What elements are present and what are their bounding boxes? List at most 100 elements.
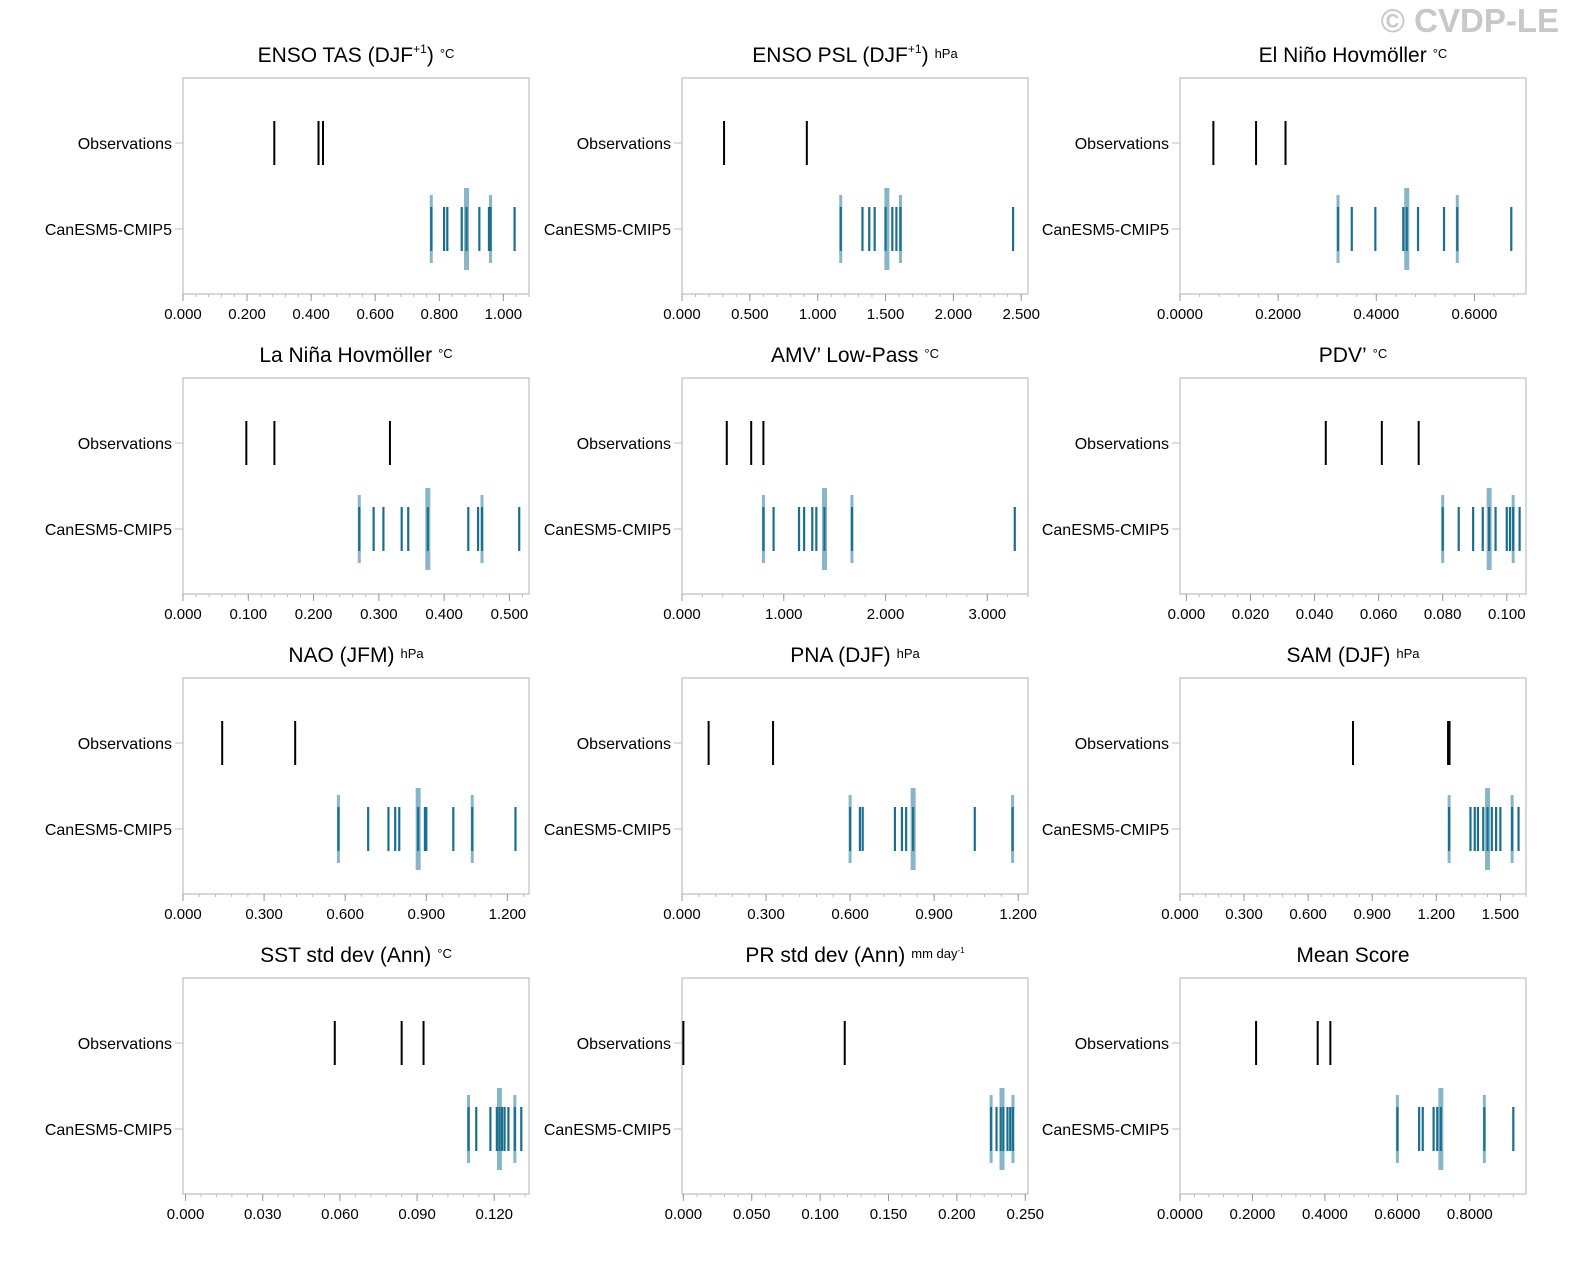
x-tick-label: 0.020 <box>1232 606 1270 623</box>
panel-title: PR std dev (Ann) mm day-1 <box>745 944 965 967</box>
x-tick-label: 0.600 <box>326 906 364 923</box>
x-tick-label: 0.500 <box>731 306 769 323</box>
x-tick-label: 0.600 <box>356 306 394 323</box>
x-tick-label: 1.000 <box>765 606 803 623</box>
title-text: El Niño Hovmöller <box>1259 44 1427 67</box>
x-tick-label: 0.000 <box>663 606 701 623</box>
x-tick-label: 1.500 <box>867 306 905 323</box>
row-label: Observations <box>577 1036 671 1053</box>
title-superscript: +1 <box>413 42 427 56</box>
x-tick-label: 0.000 <box>167 1206 205 1223</box>
plot-frame <box>182 77 530 295</box>
x-tick-label: 2.000 <box>935 306 973 323</box>
panel-8: PNA (DJF) hPa Observations CanESM5-CMIP5 0.0… <box>544 644 1037 923</box>
plot-frame <box>182 977 530 1195</box>
row-label: Observations <box>1075 1036 1169 1053</box>
row-label: Observations <box>1075 436 1169 453</box>
x-tick-label: 0.000 <box>665 1206 703 1223</box>
x-tick-label: 0.2000 <box>1230 1206 1276 1223</box>
x-tick-label: 0.050 <box>733 1206 771 1223</box>
row-label: Observations <box>78 436 172 453</box>
plot-frame <box>1179 77 1527 295</box>
x-tick-label: 0.8000 <box>1447 1206 1493 1223</box>
x-tick-label: 0.0000 <box>1157 306 1203 323</box>
panel-title: El Niño Hovmöller °C <box>1259 44 1448 67</box>
x-tick-label: 0.000 <box>1168 606 1206 623</box>
x-tick-label: 0.030 <box>244 1206 282 1223</box>
unit-label: hPa <box>401 646 425 661</box>
x-tick-label: 0.400 <box>425 606 463 623</box>
plot-frame <box>681 977 1029 1195</box>
x-tick-label: 0.4000 <box>1353 306 1399 323</box>
plot-frame <box>182 677 530 895</box>
watermark: © CVDP-LE <box>1380 2 1559 39</box>
panel-title: PDV’ °C <box>1319 344 1387 367</box>
panel-1: ENSO TAS (DJF+1) °C Observations CanESM5-CM… <box>45 42 530 323</box>
plot-frame <box>681 377 1029 595</box>
unit-label: hPa <box>1396 646 1420 661</box>
title-text: ENSO PSL (DJF <box>752 44 908 67</box>
plot-frame <box>1179 677 1527 895</box>
title-text: AMV’ Low-Pass <box>771 344 918 367</box>
unit-label: mm day <box>911 946 958 961</box>
panel-title: Mean Score <box>1296 944 1409 967</box>
x-tick-label: 0.900 <box>915 906 953 923</box>
x-tick-label: 1.200 <box>1418 906 1456 923</box>
row-label: Observations <box>78 136 172 153</box>
panel-7: NAO (JFM) hPa Observations CanESM5-CMIP5 0.0… <box>45 644 530 923</box>
unit-label: °C <box>924 346 939 361</box>
panel-title: ENSO TAS (DJF+1) °C <box>258 42 455 67</box>
x-tick-label: 0.300 <box>1225 906 1263 923</box>
title-text: La Niña Hovmöller <box>259 344 432 367</box>
x-tick-label: 0.100 <box>801 1206 839 1223</box>
row-label: CanESM5-CMIP5 <box>45 222 172 239</box>
x-tick-label: 0.800 <box>421 306 459 323</box>
x-tick-label: 0.6000 <box>1374 1206 1420 1223</box>
x-tick-label: 0.080 <box>1424 606 1462 623</box>
title-text: NAO (JFM) <box>288 644 394 667</box>
x-tick-label: 0.2000 <box>1255 306 1301 323</box>
panel-2: ENSO PSL (DJF+1) hPa Observations CanESM5-C… <box>544 42 1040 323</box>
x-tick-label: 3.000 <box>969 606 1007 623</box>
panel-11: PR std dev (Ann) mm day-1 Observations CanE… <box>544 944 1044 1223</box>
unit-label: °C <box>438 346 453 361</box>
row-label: Observations <box>78 736 172 753</box>
unit-label: hPa <box>897 646 921 661</box>
panel-9: SAM (DJF) hPa Observations CanESM5-CMIP5 0.0… <box>1042 644 1527 923</box>
x-tick-label: 0.400 <box>292 306 330 323</box>
x-tick-label: 0.000 <box>663 306 701 323</box>
x-tick-label: 1.200 <box>489 906 527 923</box>
x-tick-label: 0.120 <box>475 1206 513 1223</box>
title-text: SST std dev (Ann) <box>260 944 431 967</box>
row-label: CanESM5-CMIP5 <box>544 1122 671 1139</box>
x-tick-label: 0.100 <box>1488 606 1526 623</box>
panel-title: NAO (JFM) hPa <box>288 644 424 667</box>
x-tick-label: 1.000 <box>485 306 523 323</box>
row-label: CanESM5-CMIP5 <box>45 1122 172 1139</box>
row-label: Observations <box>577 436 671 453</box>
x-tick-label: 0.6000 <box>1452 306 1498 323</box>
title-text: Mean Score <box>1296 944 1409 967</box>
row-label: CanESM5-CMIP5 <box>1042 222 1169 239</box>
panel-title: ENSO PSL (DJF+1) hPa <box>752 42 958 67</box>
x-tick-label: 0.150 <box>870 1206 908 1223</box>
x-tick-label: 1.000 <box>799 306 837 323</box>
x-tick-label: 0.300 <box>360 606 398 623</box>
x-tick-label: 0.060 <box>321 1206 359 1223</box>
unit-label: °C <box>440 46 455 61</box>
panel-4: La Niña Hovmöller °C Observations CanESM5-C… <box>45 344 530 623</box>
x-tick-label: 0.500 <box>491 606 529 623</box>
plot-frame <box>182 377 530 595</box>
row-label: Observations <box>577 136 671 153</box>
row-label: CanESM5-CMIP5 <box>1042 822 1169 839</box>
x-tick-label: 0.600 <box>1289 906 1327 923</box>
title-text: PR std dev (Ann) <box>745 944 905 967</box>
x-tick-label: 0.4000 <box>1302 1206 1348 1223</box>
x-tick-label: 0.250 <box>1006 1206 1044 1223</box>
row-label: Observations <box>577 736 671 753</box>
x-tick-label: 0.900 <box>408 906 446 923</box>
x-tick-label: 0.200 <box>295 606 333 623</box>
panel-title: La Niña Hovmöller °C <box>259 344 452 367</box>
unit-label: hPa <box>935 46 959 61</box>
